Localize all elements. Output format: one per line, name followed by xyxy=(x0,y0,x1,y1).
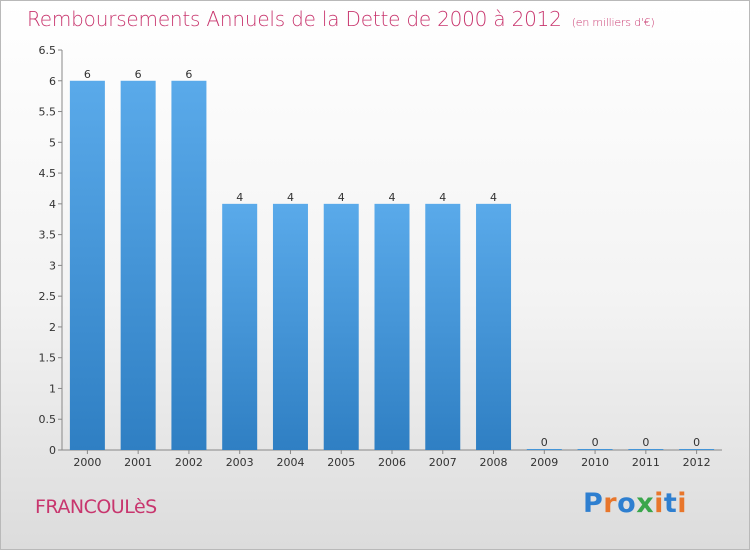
y-tick-label: 2.5 xyxy=(39,290,57,303)
y-tick-label: 4.5 xyxy=(39,167,57,180)
bar-2009 xyxy=(526,449,562,450)
logo-letter: x xyxy=(636,488,655,519)
y-tick-label: 6 xyxy=(49,75,56,88)
logo-letter: t xyxy=(663,488,678,519)
data-label-2010: 0 xyxy=(592,436,599,449)
y-tick-label: 0 xyxy=(49,444,56,457)
data-label-2006: 4 xyxy=(389,191,396,204)
bar-2006 xyxy=(374,203,410,450)
logo-letter: r xyxy=(603,488,618,519)
chart-title-text: Remboursements Annuels de la Dette de 20… xyxy=(27,7,562,31)
x-tick-label-2007: 2007 xyxy=(429,456,457,469)
y-tick-label: 0.5 xyxy=(39,413,57,426)
data-label-2012: 0 xyxy=(693,436,700,449)
y-tick-label: 4 xyxy=(49,198,56,211)
y-tick-label: 5 xyxy=(49,136,56,149)
x-tick-label-2012: 2012 xyxy=(683,456,711,469)
x-tick-label-2000: 2000 xyxy=(73,456,101,469)
y-tick-label: 1 xyxy=(49,382,56,395)
y-tick-label: 5.5 xyxy=(39,106,57,119)
x-tick-label-2004: 2004 xyxy=(276,456,304,469)
y-tick-label: 1.5 xyxy=(39,352,57,365)
data-label-2011: 0 xyxy=(642,436,649,449)
data-label-2009: 0 xyxy=(541,436,548,449)
bar-2001 xyxy=(120,80,156,451)
bar-2000 xyxy=(69,80,105,451)
bar-2004 xyxy=(272,203,308,450)
bar-2002 xyxy=(171,80,207,451)
y-tick-label: 3 xyxy=(49,259,56,272)
y-tick-label: 3.5 xyxy=(39,229,57,242)
logo-letter: P xyxy=(583,488,604,519)
x-tick-label-2010: 2010 xyxy=(581,456,609,469)
bar-2005 xyxy=(323,203,359,450)
bar-2012 xyxy=(679,449,715,450)
logo-letter: i xyxy=(654,488,664,519)
data-label-2000: 6 xyxy=(84,68,91,81)
x-tick-label-2011: 2011 xyxy=(632,456,660,469)
logo-letter: i xyxy=(677,488,688,519)
chart-unit: (en milliers d'€) xyxy=(571,16,655,29)
x-tick-label-2001: 2001 xyxy=(124,456,152,469)
x-tick-label-2006: 2006 xyxy=(378,456,406,469)
data-label-2007: 4 xyxy=(439,191,446,204)
data-label-2001: 6 xyxy=(135,68,142,81)
logo-letter: o xyxy=(617,488,637,519)
x-tick-label-2009: 2009 xyxy=(530,456,558,469)
commune-name: FRANCOULèS xyxy=(35,496,157,518)
x-tick-label-2008: 2008 xyxy=(480,456,508,469)
bar-2011 xyxy=(628,449,664,450)
bar-2003 xyxy=(222,203,258,450)
x-tick-label-2002: 2002 xyxy=(175,456,203,469)
data-label-2005: 4 xyxy=(338,191,345,204)
data-label-2003: 4 xyxy=(236,191,243,204)
data-label-2004: 4 xyxy=(287,191,294,204)
bar-2007 xyxy=(425,203,461,450)
y-tick-label: 6.5 xyxy=(39,44,57,57)
proxiti-logo: Proxiti xyxy=(583,488,687,519)
x-tick-label-2005: 2005 xyxy=(327,456,355,469)
y-tick-label: 2 xyxy=(49,321,56,334)
bar-2010 xyxy=(577,449,613,450)
bar-2008 xyxy=(476,203,512,450)
data-label-2002: 6 xyxy=(185,68,192,81)
chart-title: Remboursements Annuels de la Dette de 20… xyxy=(27,7,655,31)
data-label-2008: 4 xyxy=(490,191,497,204)
x-tick-label-2003: 2003 xyxy=(226,456,254,469)
